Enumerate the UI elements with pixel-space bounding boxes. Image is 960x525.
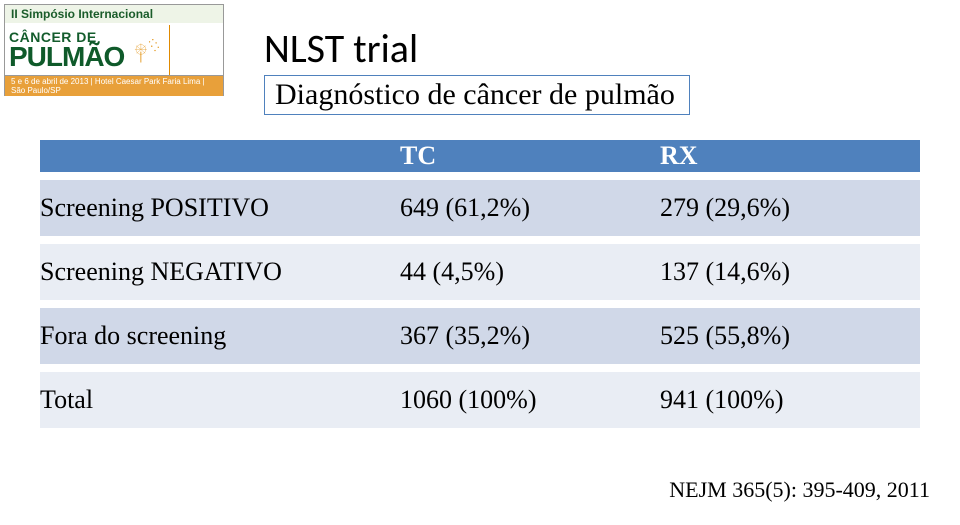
table-row: Fora do screening 367 (35,2%) 525 (55,8%… (40, 308, 920, 364)
table-row: Total 1060 (100%) 941 (100%) (40, 372, 920, 428)
row-label: Screening NEGATIVO (40, 244, 400, 300)
cell-tc: 649 (61,2%) (400, 180, 660, 236)
cell-rx: 941 (100%) (660, 372, 920, 428)
col-header-rx: RX (660, 140, 920, 172)
logo-datebar: 5 e 6 de abril de 2013 | Hotel Caesar Pa… (4, 76, 224, 96)
slide: II Simpósio Internacional CÂNCER DE PULM… (0, 0, 960, 525)
spacer (40, 172, 920, 180)
cell-rx: 137 (14,6%) (660, 244, 920, 300)
cell-tc: 1060 (100%) (400, 372, 660, 428)
slide-subtitle: Diagnóstico de câncer de pulmão (275, 78, 675, 111)
cell-tc: 44 (4,5%) (400, 244, 660, 300)
cell-rx: 279 (29,6%) (660, 180, 920, 236)
title-group: NLST trial Diagnóstico de câncer de pulm… (264, 24, 690, 115)
row-label: Total (40, 372, 400, 428)
spacer (40, 236, 920, 244)
row-label: Fora do screening (40, 308, 400, 364)
table-row: Screening NEGATIVO 44 (4,5%) 137 (14,6%) (40, 244, 920, 300)
col-header-tc: TC (400, 140, 660, 172)
citation: NEJM 365(5): 395-409, 2011 (669, 477, 930, 503)
event-logo: II Simpósio Internacional CÂNCER DE PULM… (4, 4, 224, 94)
spacer (40, 364, 920, 372)
table-header-row: TC RX (40, 140, 920, 172)
cell-tc: 367 (35,2%) (400, 308, 660, 364)
logo-line2: PULMÃO (9, 44, 124, 69)
slide-title: NLST trial (264, 24, 690, 73)
logo-topbar: II Simpósio Internacional (4, 4, 224, 23)
data-table: TC RX Screening POSITIVO 649 (61,2%) 279… (40, 140, 920, 428)
cell-rx: 525 (55,8%) (660, 308, 920, 364)
col-header-blank (40, 140, 400, 172)
logo-divider (169, 25, 170, 75)
subtitle-box: Diagnóstico de câncer de pulmão (264, 75, 690, 115)
spacer (40, 300, 920, 308)
logo-text: CÂNCER DE PULMÃO (9, 31, 124, 69)
dandelion-icon (130, 25, 163, 75)
data-table-wrap: TC RX Screening POSITIVO 649 (61,2%) 279… (40, 140, 920, 428)
table-row: Screening POSITIVO 649 (61,2%) 279 (29,6… (40, 180, 920, 236)
row-label: Screening POSITIVO (40, 180, 400, 236)
logo-body: CÂNCER DE PULMÃO (4, 23, 224, 76)
